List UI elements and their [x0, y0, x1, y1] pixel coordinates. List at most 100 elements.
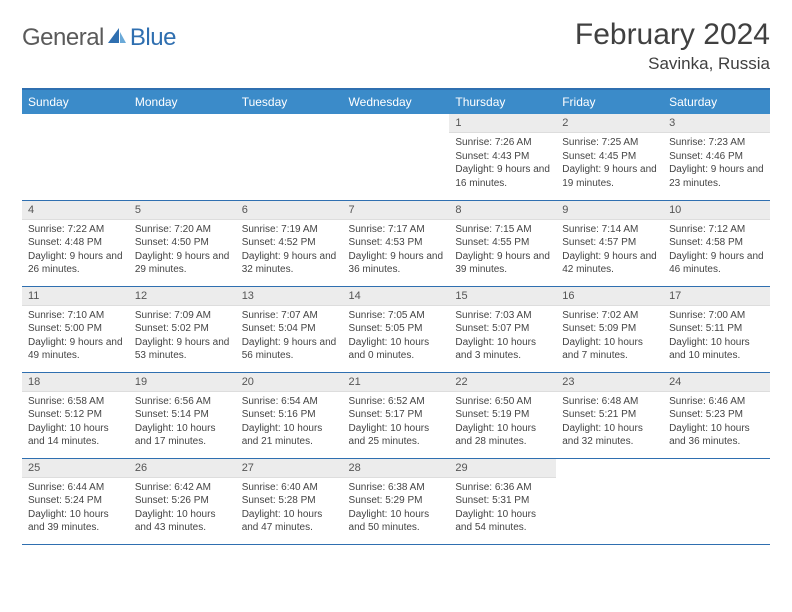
sunrise-text: Sunrise: 6:48 AM [562, 395, 657, 409]
daylight-text: Daylight: 9 hours and 29 minutes. [135, 250, 230, 277]
daylight-text: Daylight: 9 hours and 32 minutes. [242, 250, 337, 277]
calendar-cell: 13Sunrise: 7:07 AMSunset: 5:04 PMDayligh… [236, 286, 343, 372]
day-details: Sunrise: 7:02 AMSunset: 5:09 PMDaylight:… [556, 306, 663, 369]
daylight-text: Daylight: 10 hours and 47 minutes. [242, 508, 337, 535]
sunset-text: Sunset: 4:53 PM [349, 236, 444, 250]
sunset-text: Sunset: 5:04 PM [242, 322, 337, 336]
sunrise-text: Sunrise: 7:02 AM [562, 309, 657, 323]
day-number: 16 [556, 287, 663, 306]
sunset-text: Sunset: 4:43 PM [455, 150, 550, 164]
day-number: 25 [22, 459, 129, 478]
day-number: 11 [22, 287, 129, 306]
sunrise-text: Sunrise: 7:17 AM [349, 223, 444, 237]
day-number: 26 [129, 459, 236, 478]
sunset-text: Sunset: 4:55 PM [455, 236, 550, 250]
day-details: Sunrise: 6:52 AMSunset: 5:17 PMDaylight:… [343, 392, 450, 455]
day-details: Sunrise: 6:48 AMSunset: 5:21 PMDaylight:… [556, 392, 663, 455]
day-number: 15 [449, 287, 556, 306]
calendar-week: 4Sunrise: 7:22 AMSunset: 4:48 PMDaylight… [22, 200, 770, 286]
sunrise-text: Sunrise: 6:36 AM [455, 481, 550, 495]
sunrise-text: Sunrise: 6:52 AM [349, 395, 444, 409]
calendar-cell [556, 458, 663, 544]
daylight-text: Daylight: 9 hours and 23 minutes. [669, 163, 764, 190]
daylight-text: Daylight: 10 hours and 43 minutes. [135, 508, 230, 535]
sunrise-text: Sunrise: 7:26 AM [455, 136, 550, 150]
calendar-cell: 3Sunrise: 7:23 AMSunset: 4:46 PMDaylight… [663, 114, 770, 200]
calendar-cell: 9Sunrise: 7:14 AMSunset: 4:57 PMDaylight… [556, 200, 663, 286]
day-details: Sunrise: 7:22 AMSunset: 4:48 PMDaylight:… [22, 220, 129, 283]
day-number: 23 [556, 373, 663, 392]
sunrise-text: Sunrise: 6:42 AM [135, 481, 230, 495]
daylight-text: Daylight: 9 hours and 39 minutes. [455, 250, 550, 277]
day-details: Sunrise: 6:58 AMSunset: 5:12 PMDaylight:… [22, 392, 129, 455]
location: Savinka, Russia [575, 54, 770, 74]
sunrise-text: Sunrise: 7:07 AM [242, 309, 337, 323]
daylight-text: Daylight: 9 hours and 42 minutes. [562, 250, 657, 277]
sunset-text: Sunset: 5:19 PM [455, 408, 550, 422]
day-number [129, 114, 236, 120]
day-details: Sunrise: 6:36 AMSunset: 5:31 PMDaylight:… [449, 478, 556, 541]
day-number: 8 [449, 201, 556, 220]
sunrise-text: Sunrise: 6:50 AM [455, 395, 550, 409]
day-details: Sunrise: 7:09 AMSunset: 5:02 PMDaylight:… [129, 306, 236, 369]
calendar-week: 18Sunrise: 6:58 AMSunset: 5:12 PMDayligh… [22, 372, 770, 458]
day-header: Tuesday [236, 89, 343, 114]
calendar-cell: 18Sunrise: 6:58 AMSunset: 5:12 PMDayligh… [22, 372, 129, 458]
day-number: 29 [449, 459, 556, 478]
calendar-cell: 15Sunrise: 7:03 AMSunset: 5:07 PMDayligh… [449, 286, 556, 372]
sunrise-text: Sunrise: 6:54 AM [242, 395, 337, 409]
day-number [236, 114, 343, 120]
day-details: Sunrise: 6:54 AMSunset: 5:16 PMDaylight:… [236, 392, 343, 455]
sunset-text: Sunset: 5:26 PM [135, 494, 230, 508]
day-number: 9 [556, 201, 663, 220]
calendar-cell: 28Sunrise: 6:38 AMSunset: 5:29 PMDayligh… [343, 458, 450, 544]
day-number: 24 [663, 373, 770, 392]
day-details: Sunrise: 7:15 AMSunset: 4:55 PMDaylight:… [449, 220, 556, 283]
sunrise-text: Sunrise: 6:44 AM [28, 481, 123, 495]
day-number [556, 459, 663, 465]
day-header: Friday [556, 89, 663, 114]
logo: General Blue [22, 18, 176, 52]
calendar-cell: 19Sunrise: 6:56 AMSunset: 5:14 PMDayligh… [129, 372, 236, 458]
calendar-cell [343, 114, 450, 200]
sunrise-text: Sunrise: 7:25 AM [562, 136, 657, 150]
sunrise-text: Sunrise: 7:22 AM [28, 223, 123, 237]
calendar-cell [236, 114, 343, 200]
day-number: 19 [129, 373, 236, 392]
calendar-cell: 23Sunrise: 6:48 AMSunset: 5:21 PMDayligh… [556, 372, 663, 458]
sunrise-text: Sunrise: 7:12 AM [669, 223, 764, 237]
sunrise-text: Sunrise: 7:05 AM [349, 309, 444, 323]
day-header: Sunday [22, 89, 129, 114]
header: General Blue February 2024 Savinka, Russ… [22, 18, 770, 74]
daylight-text: Daylight: 10 hours and 50 minutes. [349, 508, 444, 535]
calendar-header-row: SundayMondayTuesdayWednesdayThursdayFrid… [22, 89, 770, 114]
sunset-text: Sunset: 5:31 PM [455, 494, 550, 508]
calendar-cell [663, 458, 770, 544]
sunrise-text: Sunrise: 7:10 AM [28, 309, 123, 323]
sunrise-text: Sunrise: 7:14 AM [562, 223, 657, 237]
daylight-text: Daylight: 10 hours and 21 minutes. [242, 422, 337, 449]
calendar-cell: 24Sunrise: 6:46 AMSunset: 5:23 PMDayligh… [663, 372, 770, 458]
daylight-text: Daylight: 9 hours and 53 minutes. [135, 336, 230, 363]
sunrise-text: Sunrise: 6:46 AM [669, 395, 764, 409]
day-number: 20 [236, 373, 343, 392]
calendar-cell: 2Sunrise: 7:25 AMSunset: 4:45 PMDaylight… [556, 114, 663, 200]
sunrise-text: Sunrise: 7:15 AM [455, 223, 550, 237]
sunrise-text: Sunrise: 7:23 AM [669, 136, 764, 150]
daylight-text: Daylight: 9 hours and 46 minutes. [669, 250, 764, 277]
sunset-text: Sunset: 4:52 PM [242, 236, 337, 250]
daylight-text: Daylight: 9 hours and 36 minutes. [349, 250, 444, 277]
sunset-text: Sunset: 4:46 PM [669, 150, 764, 164]
day-details: Sunrise: 6:50 AMSunset: 5:19 PMDaylight:… [449, 392, 556, 455]
sunset-text: Sunset: 5:17 PM [349, 408, 444, 422]
calendar-cell: 11Sunrise: 7:10 AMSunset: 5:00 PMDayligh… [22, 286, 129, 372]
daylight-text: Daylight: 10 hours and 39 minutes. [28, 508, 123, 535]
sunset-text: Sunset: 4:45 PM [562, 150, 657, 164]
calendar-cell: 14Sunrise: 7:05 AMSunset: 5:05 PMDayligh… [343, 286, 450, 372]
day-details: Sunrise: 7:03 AMSunset: 5:07 PMDaylight:… [449, 306, 556, 369]
day-number: 1 [449, 114, 556, 133]
sunset-text: Sunset: 5:02 PM [135, 322, 230, 336]
calendar-cell: 17Sunrise: 7:00 AMSunset: 5:11 PMDayligh… [663, 286, 770, 372]
sunset-text: Sunset: 5:14 PM [135, 408, 230, 422]
sunrise-text: Sunrise: 7:20 AM [135, 223, 230, 237]
